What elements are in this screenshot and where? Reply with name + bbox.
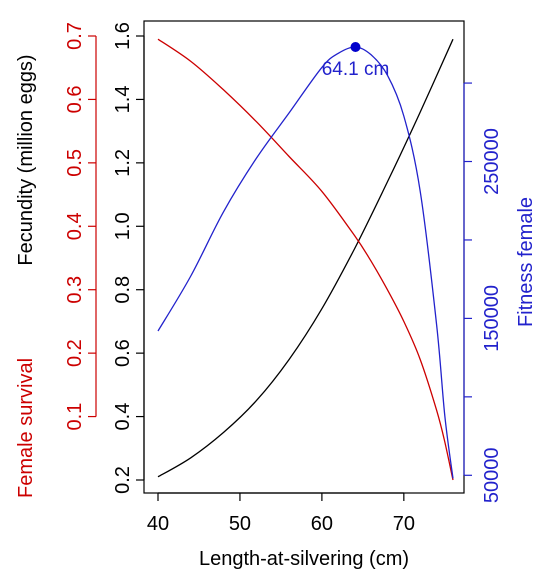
x-tick-label: 70 xyxy=(393,513,415,535)
fecundity-tick-label: 1.6 xyxy=(112,22,134,50)
survival-tick-label: 0.3 xyxy=(64,276,86,304)
survival-tick-label: 0.5 xyxy=(64,149,86,177)
survival-tick-label: 0.1 xyxy=(64,403,86,431)
survival-axis: 0.1 0.2 0.3 0.4 0.5 0.6 0.7 xyxy=(64,22,97,431)
fecundity-tick-label: 0.6 xyxy=(112,339,134,367)
fitness-axis: 50000 150000 250000 xyxy=(463,82,503,503)
fecundity-tick-label: 1.4 xyxy=(112,86,134,114)
survival-tick-label: 0.4 xyxy=(64,212,86,240)
fitness-line xyxy=(157,46,454,479)
fecundity-tick-label: 1.2 xyxy=(112,149,134,177)
x-axis-title: Length-at-silvering (cm) xyxy=(199,548,409,570)
x-axis: 40 50 60 70 xyxy=(147,492,415,535)
peak-annotation: 64.1 cm xyxy=(322,59,390,80)
survival-tick-label: 0.6 xyxy=(64,86,86,114)
fitness-tick-label: 150000 xyxy=(481,285,503,352)
fecundity-axis-title: Fecundity (million eggs) xyxy=(15,54,37,265)
fitness-tick-label: 250000 xyxy=(481,128,503,195)
x-tick-label: 60 xyxy=(311,513,333,535)
fecundity-tick-label: 1.0 xyxy=(112,212,134,240)
fecundity-axis: 0.2 0.4 0.6 0.8 1.0 1.2 1.4 1.6 xyxy=(112,22,145,494)
peak-marker xyxy=(350,41,361,52)
series-lines xyxy=(157,38,454,481)
survival-tick-label: 0.2 xyxy=(64,339,86,367)
fecundity-tick-label: 0.2 xyxy=(112,466,134,494)
fecundity-tick-label: 0.8 xyxy=(112,276,134,304)
survival-tick-label: 0.7 xyxy=(64,22,86,50)
fitness-axis-title: Fitness female xyxy=(515,197,537,327)
survival-axis-title: Female survival xyxy=(15,358,37,498)
survival-line xyxy=(157,38,454,481)
fitness-tick-label: 50000 xyxy=(481,447,503,503)
x-tick-label: 40 xyxy=(147,513,169,535)
x-tick-label: 50 xyxy=(229,513,251,535)
fecundity-tick-label: 0.4 xyxy=(112,403,134,431)
fecundity-line xyxy=(157,38,454,478)
